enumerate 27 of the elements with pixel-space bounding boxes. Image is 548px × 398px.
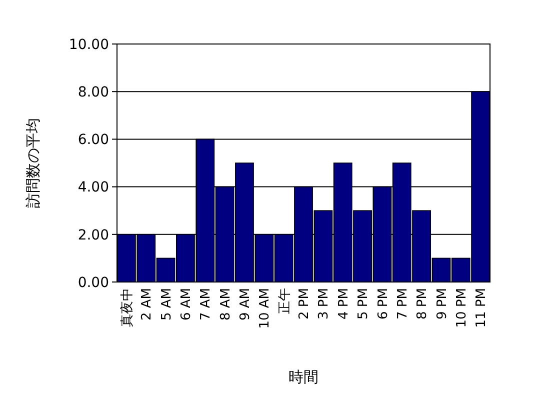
- y-tick-label: 10.00: [68, 36, 109, 53]
- x-tick-label: 10 AM: [258, 288, 273, 329]
- x-tick-label: 8 AM: [218, 288, 234, 321]
- x-tick-label: 2 AM: [140, 288, 155, 321]
- x-tick-label: 6 PM: [376, 288, 391, 320]
- x-axis-title: 時間: [288, 368, 318, 386]
- x-tick-label: 7 AM: [198, 288, 214, 321]
- x-tick-label: 4 PM: [336, 288, 352, 320]
- y-tick-label: 8.00: [78, 84, 109, 100]
- y-tick-label: 6.00: [78, 132, 109, 148]
- x-tick-label: 5 PM: [356, 288, 372, 320]
- x-tick-label: 正午: [277, 288, 292, 314]
- y-tick-label: 2.00: [78, 227, 109, 244]
- x-tick-label: 9 PM: [434, 288, 450, 320]
- y-tick-label: 0.00: [78, 274, 109, 291]
- x-tick-label: 6 AM: [179, 288, 194, 321]
- x-tick-label: 11 PM: [474, 288, 490, 328]
- x-tick-label: 10 PM: [454, 288, 470, 328]
- x-tick-label: 2 PM: [297, 288, 312, 320]
- y-tick-label: 4.00: [78, 180, 109, 196]
- x-tick-label: 9 AM: [238, 288, 254, 321]
- x-tick-label: 5 AM: [159, 288, 174, 321]
- x-tick-label: 真夜中: [118, 288, 135, 327]
- x-tick-label: 7 PM: [395, 288, 410, 320]
- x-tick-label: 8 PM: [415, 288, 430, 320]
- y-axis-title: 訪問数の平均: [24, 118, 42, 208]
- x-tick-label: 3 PM: [316, 288, 332, 320]
